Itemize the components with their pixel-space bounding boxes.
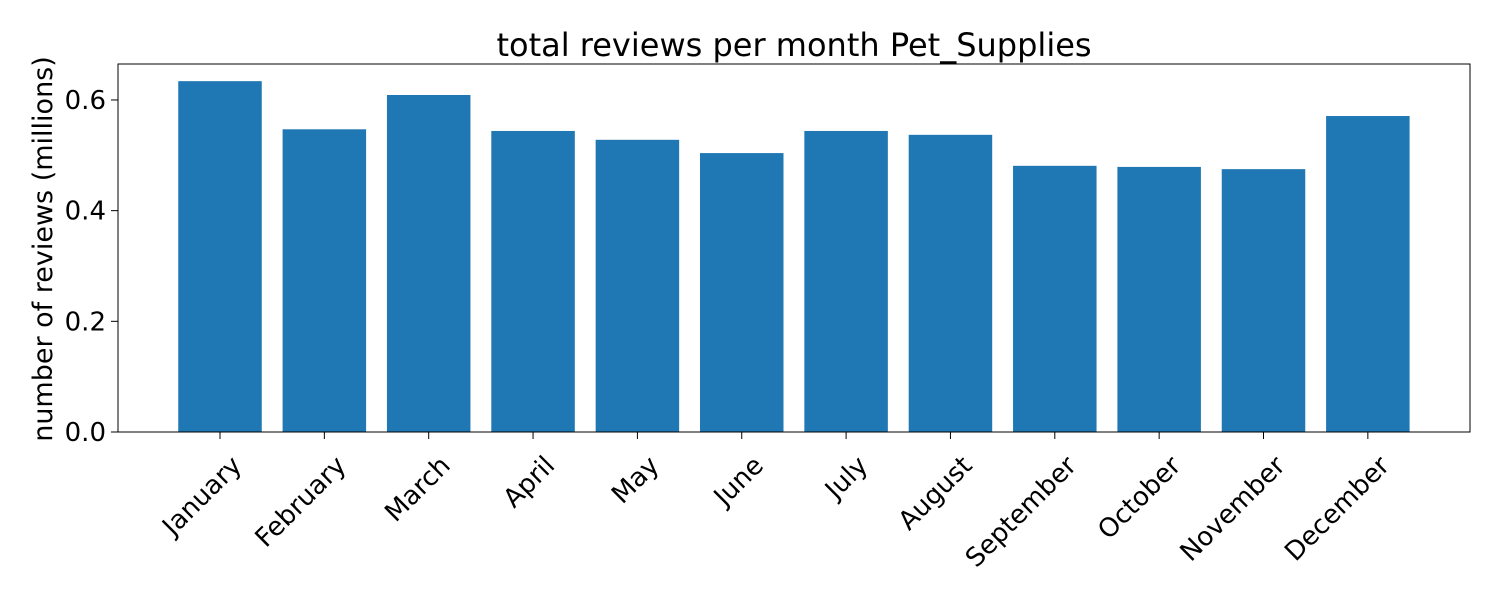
y-axis-label: number of reviews (millions) [28,56,59,442]
bar-september [1013,165,1097,432]
bar-october [1117,166,1201,432]
bar-may [595,139,680,432]
x-tick-label-july: July [818,451,874,507]
bar-april [491,130,575,432]
bar-february [282,129,367,433]
y-tick-label: 0.2 [65,307,106,337]
bar-july [804,130,888,432]
x-tick-label-march: March [379,451,456,528]
y-axis-ticks: 0.0 0.2 0.4 0.6 [65,86,118,448]
y-tick-label: 0.6 [65,86,106,116]
y-tick-label: 0.0 [65,418,106,448]
x-tick-label-november: November [1175,451,1292,568]
chart-title: total reviews per month Pet_Supplies [496,26,1091,64]
x-tick-label-october: October [1092,451,1187,546]
y-tick-label: 0.4 [65,197,106,227]
x-tick-label-september: September [960,451,1083,574]
x-tick-label-june: June [707,451,770,514]
x-tick-label-may: May [606,451,665,510]
x-tick-label-january: January [156,451,248,543]
bar-august [908,134,993,432]
plot-frame [117,63,1471,433]
bars [178,81,1410,433]
bar-june [700,153,784,432]
bar-november [1221,169,1306,432]
bar-december [1326,116,1410,433]
x-axis-ticks: January February March April May June July Augu… [156,432,1396,574]
bar-january [178,81,262,433]
x-tick-label-april: April [498,451,561,514]
x-tick-label-august: August [893,451,979,537]
x-tick-label-december: December [1279,451,1396,568]
x-tick-label-february: February [250,451,353,554]
bar-march [386,94,471,433]
